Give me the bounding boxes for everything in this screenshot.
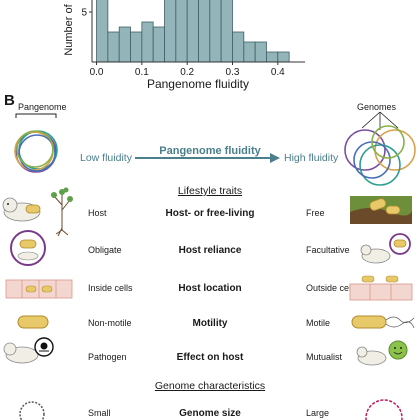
trait-right-label: Outside cells (306, 283, 358, 293)
non-motile-bacterium-icon (17, 315, 49, 329)
host-seal-icon (2, 197, 41, 222)
fluidity-arrow-head (270, 153, 280, 163)
facultative-host-icon (360, 233, 411, 264)
small-genome-icon (19, 401, 45, 420)
x-tick-label: 0.4 (271, 67, 285, 78)
high-fluidity-venn-icon (344, 125, 416, 186)
plant-icon (51, 187, 73, 237)
inside-cells-icon (5, 279, 73, 299)
trait-right-label: Motile (306, 318, 331, 328)
trait-left-label: Obligate (88, 245, 122, 255)
genome-size-left-label: Small (88, 408, 111, 418)
pathogen-icon (3, 337, 54, 364)
pangenome-label: Pangenome (18, 102, 67, 112)
x-axis-label: Pangenome fluidity (147, 77, 249, 91)
motile-bacterium-icon (351, 315, 415, 329)
trait-name-label: Effect on host (176, 352, 244, 363)
panel-b-label: B (4, 92, 15, 109)
histogram-bars (96, 0, 290, 63)
outside-cells-icon (349, 275, 413, 301)
x-tick-label: 0.0 (90, 67, 104, 78)
y-tick-label: 5 (81, 8, 87, 19)
x-tick-label: 0.1 (135, 67, 149, 78)
trait-name-label: Host reliance (178, 245, 242, 256)
mutualist-icon (356, 340, 408, 366)
genome-size-right-label: Large (306, 408, 330, 418)
low-fluidity-venn-icon (14, 130, 58, 173)
trait-right-label: Facultative (306, 245, 350, 255)
trait-left-label: Non-motile (88, 318, 132, 328)
trait-left-label: Host (88, 208, 107, 218)
pangenome-bracket (15, 113, 57, 118)
genomes-label: Genomes (357, 102, 397, 112)
pangenome-fluidity-arrow-label: Pangenome fluidity (159, 145, 261, 157)
large-genome-icon (365, 399, 403, 420)
trait-name-label: Host- or free-living (165, 208, 255, 219)
x-tick-label: 0.3 (226, 67, 240, 78)
fluidity-histogram: 0.0 0.1 0.2 0.3 0.4 510 Pangenome fluidity N… (63, 0, 305, 91)
trait-name-label: Motility (192, 318, 228, 329)
trait-name-label: Host location (178, 283, 242, 294)
free-living-soil-icon (350, 196, 412, 224)
trait-right-label: Mutualist (306, 352, 343, 362)
x-tick-label: 0.2 (180, 67, 194, 78)
trait-left-label: Pathogen (88, 352, 127, 362)
y-axis-label: Number of (63, 3, 75, 55)
y-ticks: 510 (81, 8, 92, 19)
obligate-host-icon (10, 230, 46, 266)
fluidity-venn-diagrams (14, 111, 416, 186)
genome-size-trait-label: Genome size (179, 408, 241, 419)
x-ticks: 0.0 0.1 0.2 0.3 0.4 (90, 62, 285, 78)
trait-right-label: Free (306, 208, 325, 218)
trait-left-label: Inside cells (88, 283, 133, 293)
genomes-pointer-lines (361, 111, 399, 130)
genome-characteristics-header: Genome characteristics (154, 380, 266, 392)
low-fluidity-label: Low fluidity (80, 152, 132, 164)
lifestyle-traits-header: Lifestyle traits (177, 185, 243, 197)
high-fluidity-label: High fluidity (284, 152, 339, 164)
